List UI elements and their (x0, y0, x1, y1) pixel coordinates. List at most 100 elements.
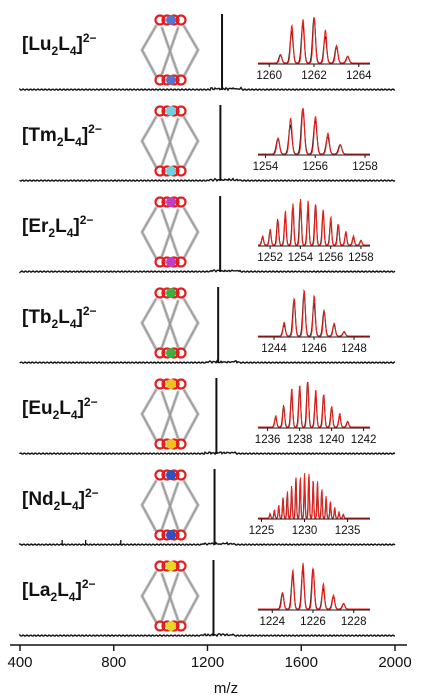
inset-tick-label: 1260 (256, 70, 282, 82)
inset-tick-label: 1252 (257, 252, 283, 264)
label-part: [Tb (22, 307, 52, 328)
cage-strut-edge (142, 141, 156, 167)
label-part: L (55, 216, 67, 237)
isotope-inset: 1225 1230 1235 (249, 473, 370, 537)
complex-label: [Tb2L4]2− (22, 304, 97, 331)
spectrum-panel: [La2L4]2−1224 1226 1228 (20, 560, 395, 636)
inset-tick-label: 1235 (335, 525, 361, 537)
label-part: [Lu (22, 34, 52, 55)
spectrum-panel: [Tb2L4]2− 1244 1246 1248 (20, 287, 395, 363)
inset-tick-label: 1244 (261, 343, 287, 355)
inset-tick-label: 1224 (259, 616, 285, 628)
cage-structure (142, 15, 198, 85)
inset-tick-label: 1258 (352, 161, 378, 173)
cage-strut-edge (184, 117, 198, 141)
cage-strut-edge (142, 572, 156, 596)
inset-tick-label: 1256 (318, 252, 344, 264)
inset-tick-label: 1230 (292, 525, 318, 537)
metal-ion-sphere (166, 379, 176, 389)
inset-simulated-trace (258, 563, 370, 609)
cage-strut-edge (142, 323, 156, 349)
inset-tick-label: 1246 (301, 343, 327, 355)
cage-strut-edge (184, 572, 198, 596)
cage-strut-edge (184, 232, 198, 258)
cage-strut-edge (142, 50, 156, 76)
spectrum-baseline (20, 543, 395, 546)
isotope-inset: 1244 1246 1248 (258, 291, 370, 355)
x-tick-label: 1200 (191, 654, 224, 671)
isotope-inset: 1254 1256 1258 (253, 108, 378, 173)
complex-label: [Er2L4]2− (22, 213, 93, 240)
inset-simulated-trace (258, 291, 370, 336)
inset-tick-label: 1254 (288, 252, 314, 264)
metal-ion-sphere (166, 257, 176, 267)
spectrum-baseline (20, 88, 395, 91)
spectrum-baseline (20, 270, 395, 272)
isotope-inset: 1224 1226 1228 (258, 563, 370, 628)
label-part: L (57, 580, 69, 601)
cage-strut-edge (142, 232, 156, 258)
inset-tick-label: 1248 (341, 343, 367, 355)
metal-ion-sphere (166, 166, 176, 176)
spectrum-baseline (20, 361, 395, 363)
inset-tick-label: 1236 (255, 434, 281, 446)
label-part: [Eu (22, 398, 53, 419)
cage-strut-edge (142, 390, 156, 414)
cage-strut-edge (142, 117, 156, 141)
spectrum-panel: [Lu2L4]2− 1260 1262 1264 (20, 14, 395, 90)
label-part: [Er (22, 216, 49, 237)
label-part: 2− (80, 213, 94, 227)
cage-strut-edge (184, 414, 198, 440)
x-tick-label: 800 (101, 654, 126, 671)
cage-strut-edge (142, 596, 156, 622)
cage-strut-edge (142, 505, 156, 531)
x-axis-label: m/z (214, 680, 238, 695)
complex-label: [Nd2L4]2− (22, 486, 99, 513)
metal-ion-sphere (166, 439, 176, 449)
spectrum-baseline (20, 634, 395, 637)
spectrum-baseline (20, 179, 395, 182)
label-part: L (60, 489, 72, 510)
label-part: 2− (83, 304, 97, 318)
metal-ion-sphere (166, 348, 176, 358)
x-axis: 400 800 1200 1600 2000 m/z (7, 645, 411, 695)
cage-strut-edge (142, 299, 156, 323)
spectrum-panel: [Tm2L4]2− 1254 1256 1258 (20, 105, 395, 181)
cage-strut-edge (184, 390, 198, 414)
x-tick-label: 1600 (285, 654, 318, 671)
cage-strut-edge (142, 481, 156, 505)
inset-tick-label: 1228 (341, 616, 367, 628)
inset-tick-label: 1238 (287, 434, 313, 446)
x-tick-label: 400 (7, 654, 32, 671)
cage-strut-edge (184, 505, 198, 531)
label-part: L (64, 125, 76, 146)
cage-strut-edge (142, 414, 156, 440)
inset-tick-label: 1225 (249, 525, 275, 537)
label-part: [Tm (22, 125, 57, 146)
cage-structure (142, 470, 198, 540)
inset-tick-label: 1256 (302, 161, 328, 173)
spectrum-panel: [Nd2L4]2− 1225 1230 1235 (20, 469, 395, 545)
inset-tick-label: 1240 (319, 434, 345, 446)
label-part: 2− (88, 122, 102, 136)
inset-simulated-trace (258, 108, 370, 154)
complex-label: [Tm2L4]2− (22, 122, 102, 149)
label-part: 2− (82, 577, 96, 591)
inset-tick-label: 1254 (253, 161, 279, 173)
cage-strut-edge (142, 26, 156, 50)
metal-ion-sphere (166, 106, 176, 116)
label-part: L (59, 398, 71, 419)
label-part: L (58, 34, 70, 55)
isotope-inset: 1260 1262 1264 (256, 18, 372, 82)
cage-structure (142, 561, 198, 631)
metal-ion-sphere (166, 621, 176, 631)
spectra-panels: [Lu2L4]2−1260 1262 1264[Tm2L4]2−1254 1256 12… (20, 14, 395, 636)
cage-strut-edge (184, 481, 198, 505)
cage-strut-edge (184, 50, 198, 76)
cage-strut-edge (142, 208, 156, 232)
label-part: 2− (84, 395, 98, 409)
metal-ion-sphere (166, 470, 176, 480)
cage-strut-edge (184, 141, 198, 167)
cage-structure (142, 197, 198, 267)
spectrum-panel: [Er2L4]2−1252 1254 1256 1258 (20, 196, 395, 272)
